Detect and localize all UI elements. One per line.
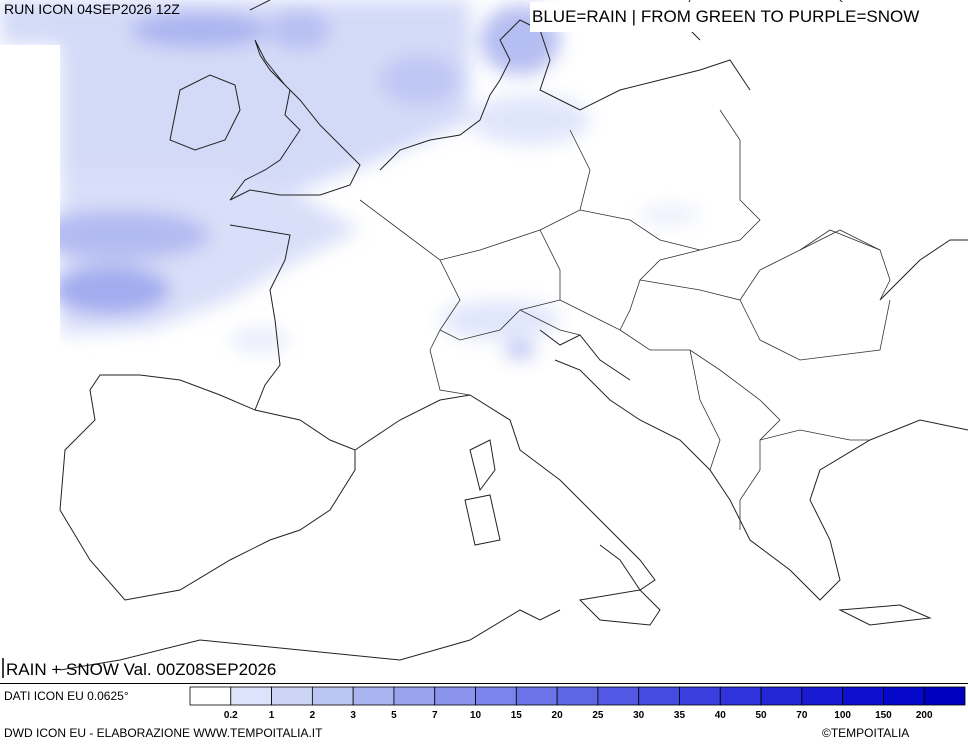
scale-label: 5 bbox=[391, 710, 397, 721]
scale-box bbox=[597, 686, 640, 706]
scale-box bbox=[271, 686, 313, 706]
scale-label: 0.2 bbox=[224, 710, 238, 721]
scale-label: 200 bbox=[916, 710, 933, 721]
scale-label: 25 bbox=[592, 710, 604, 721]
scale-box bbox=[189, 686, 232, 706]
scale-box bbox=[393, 686, 436, 706]
scale-label: 70 bbox=[796, 710, 808, 721]
scale-box bbox=[434, 686, 476, 706]
legend-note: BLUE=RAIN | FROM GREEN TO PURPLE=SNOW bbox=[532, 7, 919, 26]
copyright: ©TEMPOITALIA bbox=[822, 726, 909, 740]
scale-label: 1 bbox=[269, 710, 275, 721]
scale-box bbox=[923, 686, 966, 706]
scale-box bbox=[638, 686, 680, 706]
scale-label: 15 bbox=[511, 710, 523, 721]
borders bbox=[359, 109, 891, 530]
scale-box bbox=[515, 686, 558, 706]
scale-box bbox=[230, 686, 272, 706]
note-background bbox=[530, 2, 968, 32]
scale-box bbox=[556, 686, 599, 706]
valid-time: RAIN + SNOW Val. 00Z08SEP2026 bbox=[6, 660, 276, 679]
scale-box bbox=[475, 686, 517, 706]
scale-box bbox=[679, 686, 721, 706]
scale-label: 30 bbox=[633, 710, 645, 721]
no-data-strip bbox=[0, 45, 60, 683]
scale-box bbox=[883, 686, 925, 706]
scale-box bbox=[719, 686, 762, 706]
scale-label: 7 bbox=[432, 710, 438, 721]
scale-label: 50 bbox=[755, 710, 767, 721]
scale-box bbox=[842, 686, 884, 706]
run-label: RUN ICON 04SEP2026 12Z bbox=[4, 1, 180, 17]
scale-label: 40 bbox=[715, 710, 727, 721]
scale-box bbox=[801, 686, 844, 706]
color-scale: 0.2 1 2 3 5 7 10 15 20 25 30 35 40 50 70 100 150 200 bbox=[189, 686, 966, 721]
credit: DWD ICON EU - ELABORAZIONE WWW.TEMPOITAL… bbox=[4, 726, 323, 740]
scale-box bbox=[352, 686, 395, 706]
scale-box bbox=[311, 686, 354, 706]
precipitation bbox=[0, 0, 700, 358]
scale-box bbox=[760, 686, 803, 706]
scale-label: 3 bbox=[350, 710, 356, 721]
scale-label: 2 bbox=[310, 710, 316, 721]
scale-label: 10 bbox=[470, 710, 482, 721]
scale-label: 35 bbox=[674, 710, 686, 721]
scale-label: 150 bbox=[875, 710, 892, 721]
data-source: DATI ICON EU 0.0625° bbox=[4, 689, 129, 703]
scale-label: 100 bbox=[834, 710, 851, 721]
scale-label: 20 bbox=[552, 710, 564, 721]
